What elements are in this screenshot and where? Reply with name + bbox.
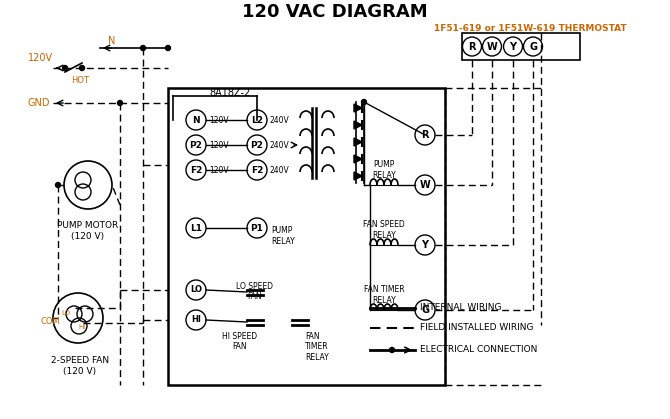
Text: 120V: 120V: [209, 166, 228, 174]
Text: 120V: 120V: [28, 53, 53, 63]
Polygon shape: [354, 121, 362, 129]
Text: FAN SPEED
RELAY: FAN SPEED RELAY: [363, 220, 405, 240]
Text: F2: F2: [190, 166, 202, 174]
Text: FAN TIMER
RELAY: FAN TIMER RELAY: [364, 285, 404, 305]
Polygon shape: [354, 138, 362, 146]
Text: N: N: [192, 116, 200, 124]
Text: W: W: [486, 41, 497, 52]
Circle shape: [117, 101, 123, 106]
Text: 8A18Z-2: 8A18Z-2: [209, 88, 251, 98]
Text: GND: GND: [28, 98, 50, 108]
Text: 240V: 240V: [270, 116, 289, 124]
Text: HI: HI: [191, 316, 201, 324]
Text: PUMP MOTOR
(120 V): PUMP MOTOR (120 V): [58, 221, 119, 241]
Text: LO SPEED
FAN: LO SPEED FAN: [237, 282, 273, 301]
Circle shape: [165, 46, 170, 51]
Text: HI: HI: [78, 324, 86, 330]
Polygon shape: [354, 155, 362, 163]
Text: FIELD INSTALLED WIRING: FIELD INSTALLED WIRING: [420, 323, 533, 333]
Text: 240V: 240V: [270, 140, 289, 150]
Text: HOT: HOT: [71, 75, 89, 85]
Bar: [462, 33, 580, 60]
Text: 240V: 240V: [270, 166, 289, 174]
Text: ELECTRICAL CONNECTION: ELECTRICAL CONNECTION: [420, 346, 537, 354]
Text: PUMP
RELAY: PUMP RELAY: [372, 160, 396, 180]
Text: G: G: [529, 41, 537, 52]
Text: N: N: [109, 36, 116, 46]
Text: L2: L2: [251, 116, 263, 124]
Text: PUMP
RELAY: PUMP RELAY: [271, 226, 295, 246]
Text: Y: Y: [421, 240, 429, 250]
Text: 120 VAC DIAGRAM: 120 VAC DIAGRAM: [242, 3, 428, 21]
Circle shape: [62, 65, 68, 70]
Text: 120V: 120V: [209, 140, 228, 150]
Text: 2-SPEED FAN
(120 V): 2-SPEED FAN (120 V): [51, 356, 109, 376]
Circle shape: [80, 65, 84, 70]
Bar: [168, 88, 445, 385]
Text: P2: P2: [190, 140, 202, 150]
Circle shape: [141, 46, 145, 51]
Text: P2: P2: [251, 140, 263, 150]
Text: 120V: 120V: [209, 116, 228, 124]
Text: LO: LO: [190, 285, 202, 295]
Circle shape: [389, 347, 395, 352]
Text: W: W: [419, 180, 430, 190]
Text: P1: P1: [251, 223, 263, 233]
Text: LO: LO: [62, 310, 70, 316]
Text: INTERNAL WIRING: INTERNAL WIRING: [420, 303, 502, 313]
Text: Y: Y: [509, 41, 517, 52]
Text: HI SPEED
FAN: HI SPEED FAN: [222, 332, 257, 352]
Polygon shape: [354, 172, 362, 180]
Text: G: G: [421, 305, 429, 315]
Text: COM: COM: [40, 316, 60, 326]
Circle shape: [56, 183, 60, 187]
Text: R: R: [468, 41, 476, 52]
Text: L1: L1: [190, 223, 202, 233]
Text: 1F51-619 or 1F51W-619 THERMOSTAT: 1F51-619 or 1F51W-619 THERMOSTAT: [433, 23, 626, 33]
Text: R: R: [421, 130, 429, 140]
Text: F2: F2: [251, 166, 263, 174]
Text: FAN
TIMER
RELAY: FAN TIMER RELAY: [305, 332, 329, 362]
Polygon shape: [354, 104, 362, 112]
Circle shape: [362, 99, 366, 104]
